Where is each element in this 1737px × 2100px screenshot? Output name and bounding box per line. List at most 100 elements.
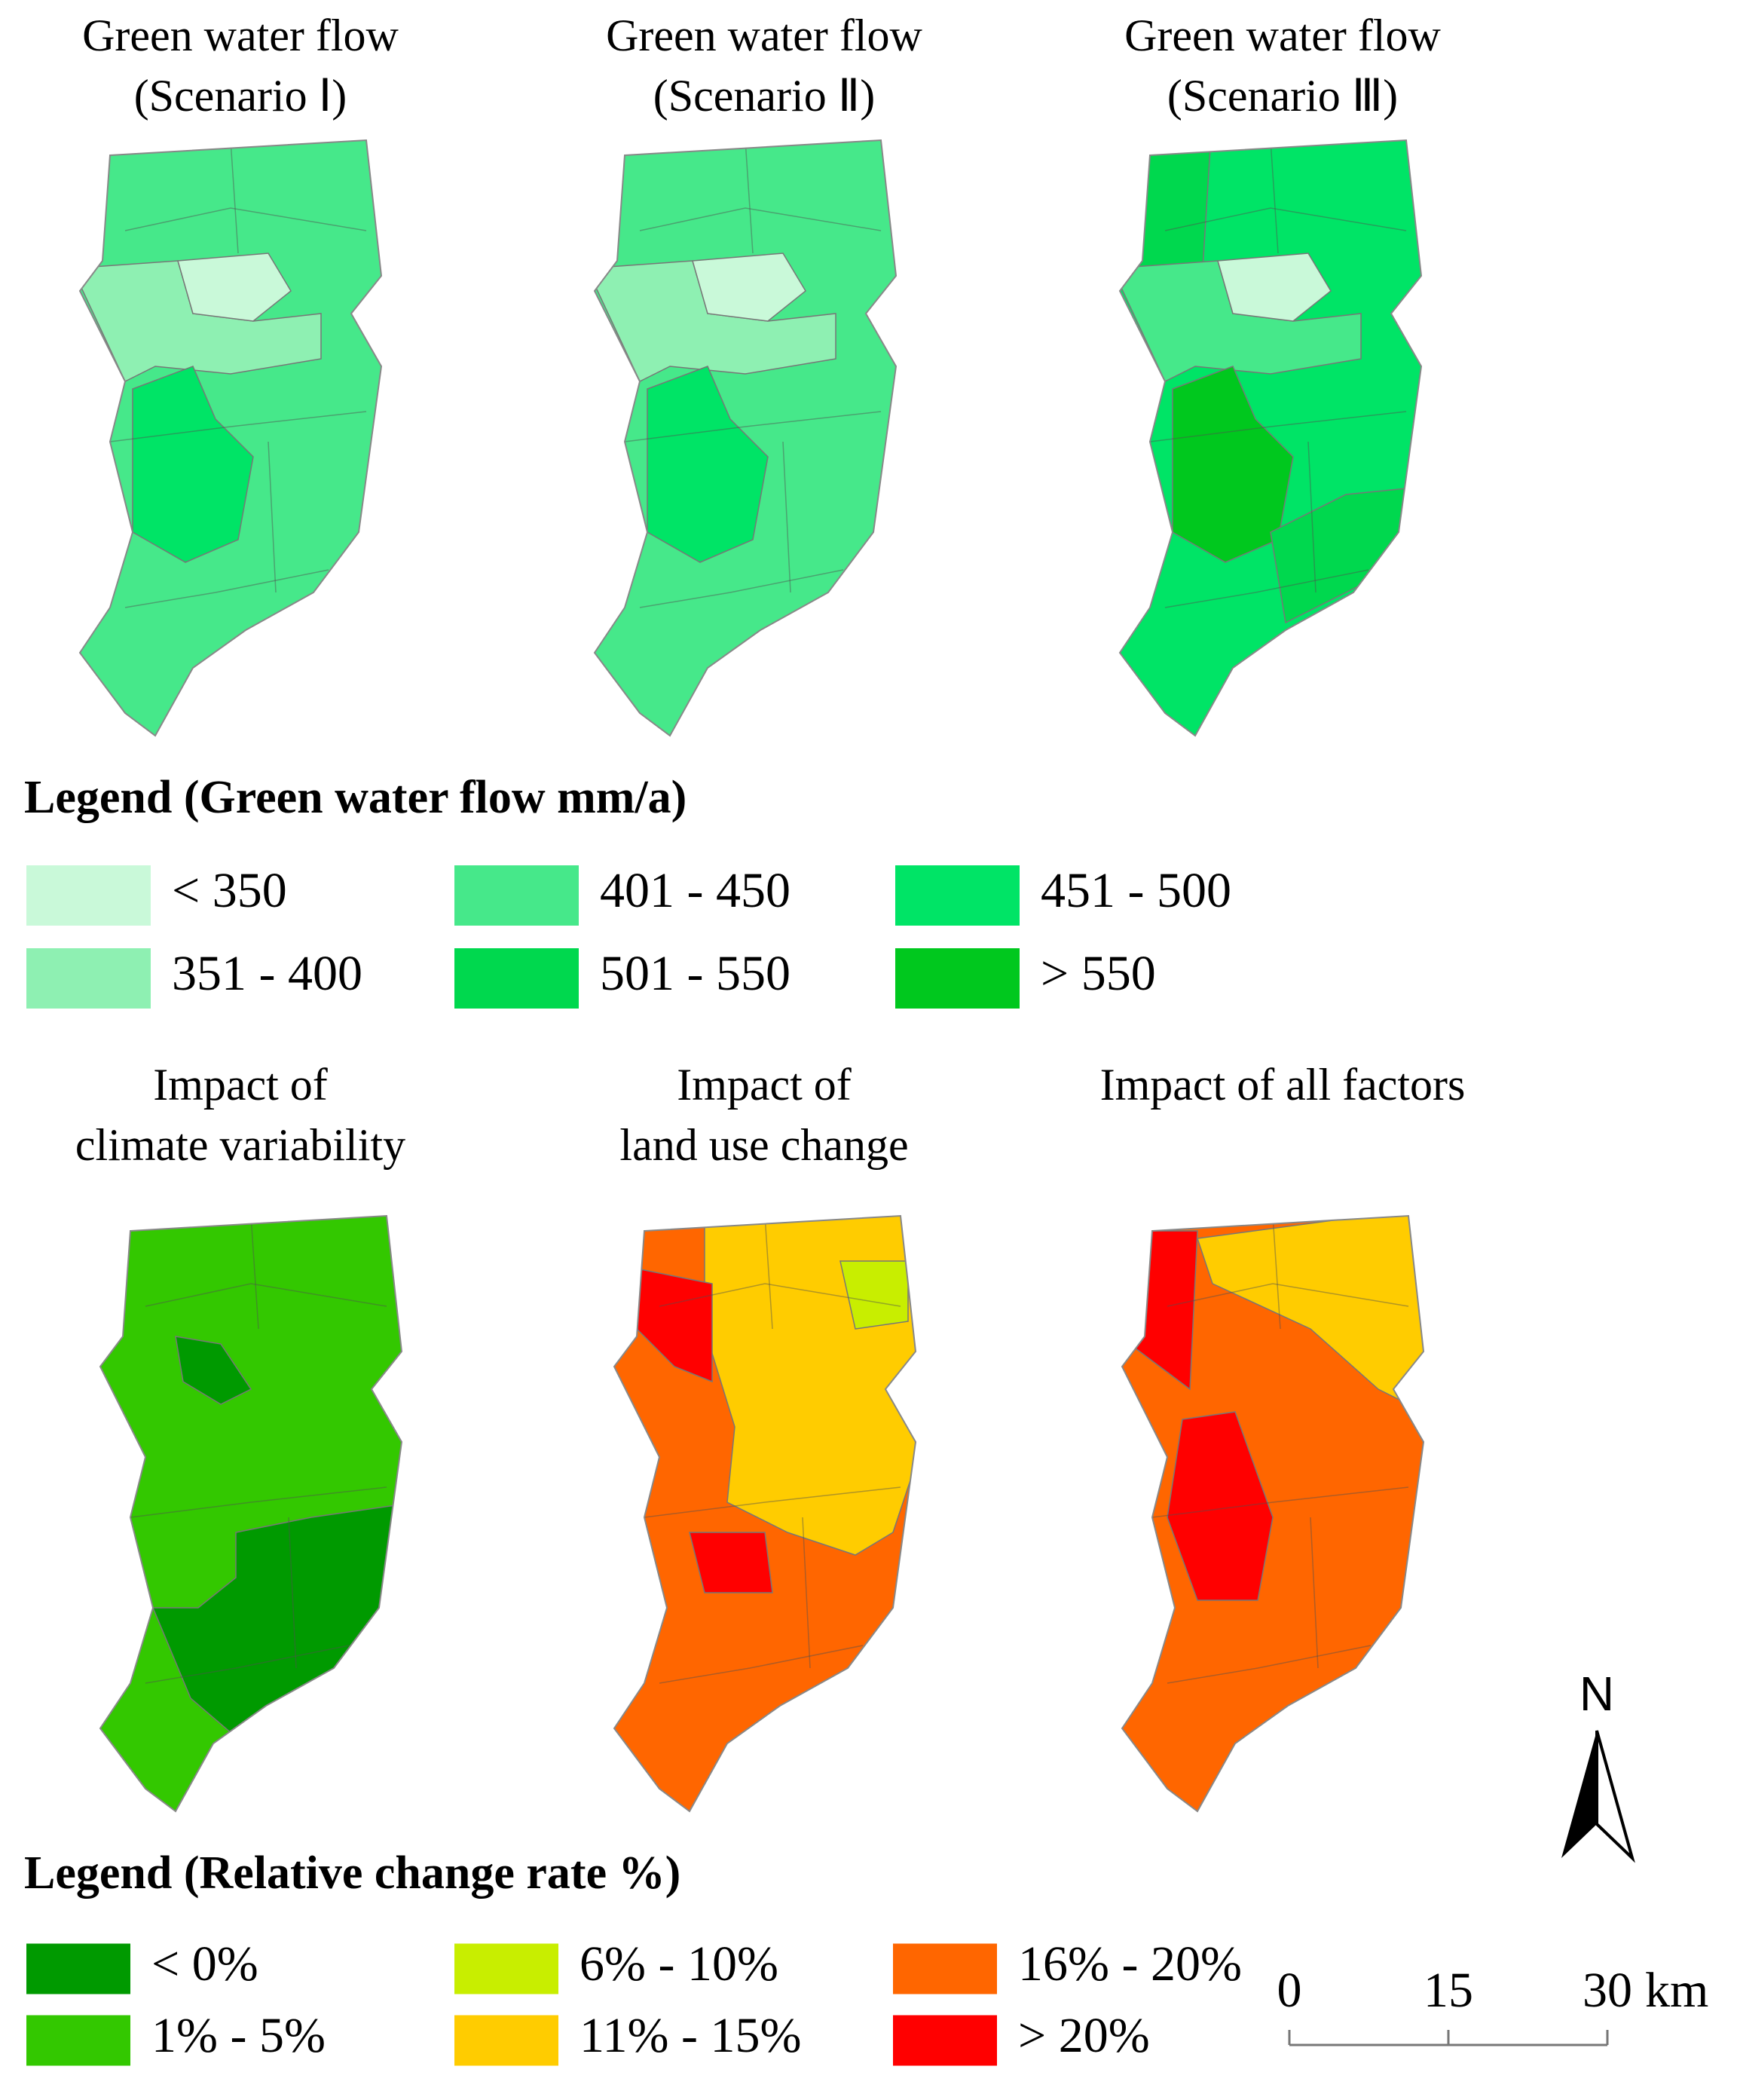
scale-bar-label: 0 [1277,1963,1302,2018]
map-region [1172,366,1294,563]
scale-bar-unit: km [1645,1963,1708,2018]
subbasin-line [782,441,791,593]
legend-label: 451 - 500 [1041,863,1231,918]
map-region [692,253,806,322]
legend-label: 6% - 10% [580,1936,778,1991]
subbasin-line [1164,207,1407,231]
map-region [1167,1411,1274,1601]
top-map [1118,139,1423,737]
map-title: land use change [619,1120,908,1170]
subbasin-line [644,1486,901,1518]
subbasin-line [802,1517,811,1669]
subbasin-line [230,140,239,254]
subbasin-line [124,207,367,231]
legend-label: 501 - 550 [600,946,791,1001]
legend-label: 11% - 15% [580,2008,802,2063]
top-map-fill [1120,140,1421,736]
bottom-map [613,1214,917,1813]
top-map [593,139,898,737]
legend-label: 16% - 20% [1018,1936,1242,1991]
subbasin-line [639,569,844,608]
subbasin-line [659,1645,864,1684]
legend-label: 401 - 450 [600,863,791,918]
map-region [177,253,292,322]
legend-swatch [454,865,579,926]
subbasin-line [764,1216,773,1330]
subbasin-line [145,1645,350,1684]
map-title: Green water flow [1124,11,1441,60]
map-region [1122,1216,1424,1811]
subbasin-line [1272,1216,1281,1330]
map-title: Impact of [677,1060,852,1110]
map-outline [593,139,898,737]
map-region [1217,253,1332,322]
legend-swatch [26,1943,130,1994]
subbasin-line [109,411,367,442]
subbasin-line [1149,411,1407,442]
legend-label: < 0% [151,1936,258,1991]
map-outline [99,1214,403,1813]
legend-label: 1% - 5% [151,2008,326,2063]
bottom-map-fill [1122,1216,1424,1811]
legend-title: Legend (Relative change rate %) [24,1847,680,1899]
legend-swatch [893,1943,997,1994]
map-title: (Scenario Ⅱ) [653,71,875,121]
bottom-map [99,1214,403,1813]
subbasin-line [624,411,882,442]
bottom-map-fill [100,1216,402,1811]
map-title: Impact of all factors [1100,1060,1466,1110]
north-label: N [1580,1667,1614,1721]
legend-label: < 350 [172,863,287,918]
map-title: Green water flow [606,11,922,60]
north-arrow-left [1561,1731,1597,1858]
top-map-fill [80,140,381,736]
map-region [689,1532,773,1593]
legend-swatch [26,948,151,1009]
map-title: Green water flow [82,11,399,60]
bottom-map-fill [614,1216,916,1811]
legend-label: > 20% [1018,2008,1150,2063]
map-title: climate variability [75,1120,405,1170]
map-region [132,366,254,563]
scale-bar-label: 15 [1424,1963,1473,2018]
map-outline [1121,1214,1425,1813]
map-title: (Scenario Ⅰ) [134,71,347,121]
legend-swatch [26,865,151,926]
north-arrow [1561,1730,1635,1863]
map-region [1120,147,1211,277]
legend-label: > 550 [1041,946,1156,1001]
map-region [1197,1216,1424,1406]
subbasin-line [1164,569,1369,608]
subbasin-line [745,140,754,254]
map-region [839,1260,909,1330]
legend-title: Legend (Green water flow mm/a) [24,772,687,823]
map-title: Impact of [153,1060,328,1110]
subbasin-line [268,441,277,593]
legend-swatch [454,948,579,1009]
top-map [78,139,383,737]
subbasin-line [639,207,882,231]
map-region [647,366,769,563]
subbasin-line [1167,1283,1409,1307]
subbasin-line [1270,140,1279,254]
subbasin-line [250,1216,259,1330]
map-region [704,1216,916,1556]
subbasin-line [145,1283,387,1307]
legend-label: 351 - 400 [172,946,362,1001]
north-arrow-right [1595,1730,1635,1863]
bottom-map [1121,1214,1425,1813]
subbasin-line [288,1517,297,1669]
map-outline [1118,139,1423,737]
legend-swatch [26,2015,130,2066]
subbasin-line [130,1486,387,1518]
map-outline [78,139,383,737]
subbasin-line [1151,1486,1409,1518]
legend-swatch [454,2015,558,2066]
legend-swatch [454,1943,558,1994]
subbasin-line [659,1283,901,1307]
subbasin-line [1307,441,1317,593]
map-region [175,1336,252,1405]
top-map-fill [595,140,896,736]
map-title: (Scenario Ⅲ) [1167,71,1398,121]
